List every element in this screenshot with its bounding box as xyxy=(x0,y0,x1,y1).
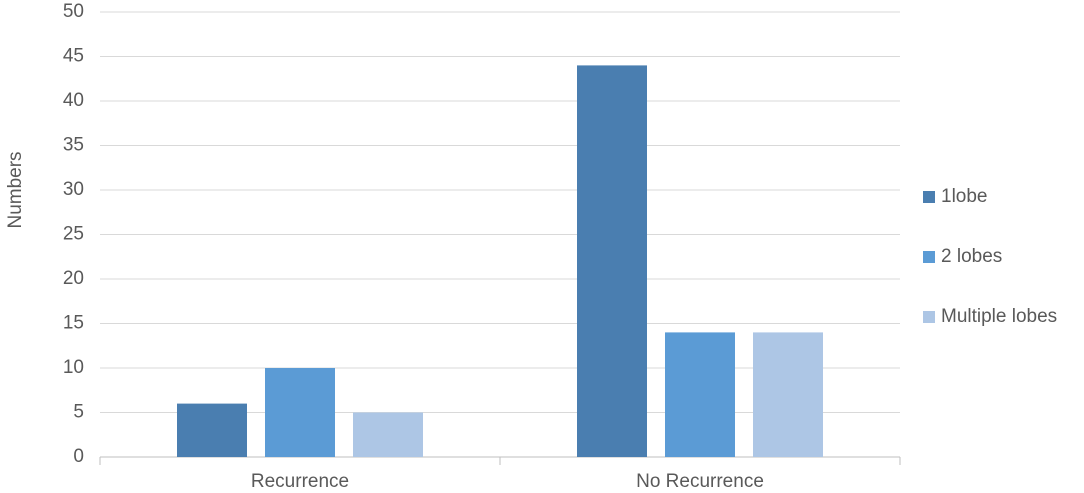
y-tick-label: 50 xyxy=(63,1,84,22)
bar xyxy=(177,403,247,457)
y-tick-label: 10 xyxy=(63,357,84,378)
y-tick-label: 20 xyxy=(63,268,84,289)
legend-label: 1lobe xyxy=(941,186,988,207)
bar xyxy=(353,412,423,457)
y-tick-label: 30 xyxy=(63,179,84,200)
y-axis-label: Numbers xyxy=(5,151,26,228)
x-tick-label: No Recurrence xyxy=(636,471,764,492)
y-tick-label: 40 xyxy=(63,90,84,111)
bar xyxy=(265,368,335,457)
y-tick-label: 15 xyxy=(63,313,84,334)
legend-label: 2 lobes xyxy=(941,246,1002,267)
bar xyxy=(753,332,823,457)
y-tick-label: 45 xyxy=(63,46,84,67)
y-tick-label: 5 xyxy=(73,402,84,423)
y-tick-label: 25 xyxy=(63,224,84,245)
legend-swatch xyxy=(923,311,935,323)
legend-swatch xyxy=(923,191,935,203)
y-tick-label: 0 xyxy=(73,446,84,467)
y-tick-label: 35 xyxy=(63,135,84,156)
x-tick-label: Recurrence xyxy=(251,471,349,492)
bar xyxy=(577,65,647,458)
bar xyxy=(665,332,735,457)
legend-label: Multiple lobes xyxy=(941,306,1057,327)
legend-swatch xyxy=(923,251,935,263)
